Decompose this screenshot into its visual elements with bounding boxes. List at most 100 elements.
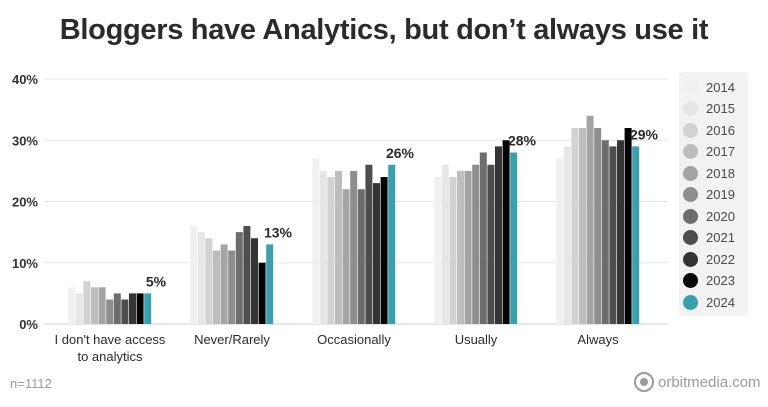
- bar: [243, 226, 251, 324]
- legend-label: 2019: [706, 187, 735, 202]
- legend-item: 2020: [683, 206, 735, 226]
- y-tick-label: 40%: [12, 72, 38, 87]
- legend-label: 2022: [706, 251, 735, 267]
- legend-label: 2024: [706, 294, 735, 310]
- bar: [228, 250, 236, 324]
- bar: [594, 128, 602, 324]
- legend-swatch: [683, 294, 698, 310]
- bar: [609, 146, 617, 324]
- bar: [434, 177, 442, 324]
- bar: [75, 293, 83, 324]
- bar: [579, 128, 586, 324]
- x-category-label: Usually: [455, 332, 498, 347]
- bar: [205, 238, 213, 324]
- data-label: 28%: [508, 133, 537, 149]
- bar: [632, 146, 640, 324]
- bar: [624, 128, 632, 324]
- legend-label: 2015: [706, 101, 735, 116]
- bar: [510, 152, 518, 324]
- y-tick-label: 30%: [12, 133, 38, 148]
- legend-item: 2019: [683, 185, 735, 205]
- legend-label: 2014: [706, 79, 735, 95]
- bar: [106, 299, 114, 324]
- bar: [457, 170, 464, 324]
- bar: [319, 170, 327, 324]
- bar: [571, 128, 579, 324]
- data-label: 26%: [386, 145, 415, 161]
- legend-item: 2016: [683, 120, 735, 140]
- bar: [220, 244, 228, 324]
- legend-swatch: [683, 273, 698, 288]
- bar: [556, 158, 564, 324]
- bar: [327, 177, 335, 324]
- x-category-label: Occasionally: [317, 332, 391, 347]
- bar: [83, 281, 91, 324]
- bar: [586, 115, 594, 324]
- x-category-label: to analytics: [77, 349, 143, 364]
- bar: [68, 287, 76, 324]
- legend-swatch: [683, 165, 698, 181]
- legend-swatch: [683, 230, 698, 245]
- bar: [144, 293, 152, 324]
- bar: [487, 164, 495, 324]
- bar: [235, 232, 243, 324]
- y-tick-label: 10%: [12, 256, 38, 271]
- legend-label: 2023: [706, 273, 735, 288]
- bar: [113, 293, 121, 324]
- y-tick-label: 0%: [19, 317, 38, 332]
- bar: [563, 146, 571, 324]
- bar: [121, 299, 129, 324]
- bar: [342, 189, 350, 324]
- bar: [495, 146, 502, 324]
- x-category-label: Always: [577, 332, 619, 347]
- bar: [449, 177, 457, 324]
- bar: [136, 293, 144, 324]
- legend-item: 2014: [683, 77, 735, 97]
- brand-text: orbitmedia.com: [658, 373, 761, 391]
- bar: [266, 244, 274, 324]
- legend-item: 2017: [683, 142, 735, 162]
- bar: [380, 177, 388, 324]
- orbit-logo-icon: [634, 372, 654, 392]
- bar: [312, 158, 320, 324]
- bar: [98, 287, 106, 324]
- bar: [601, 140, 609, 324]
- legend: 2014 2015 2016 2017 2018 2019 2020 2021 2022 2023…: [679, 72, 748, 316]
- bar: [472, 164, 480, 324]
- legend-label: 2017: [706, 144, 735, 159]
- legend-swatch: [683, 208, 698, 224]
- legend-swatch: [683, 79, 698, 95]
- legend-swatch: [683, 101, 698, 116]
- bar: [365, 164, 373, 324]
- x-category-label: Never/Rarely: [194, 332, 270, 347]
- bar: [190, 226, 198, 324]
- legend-item: 2018: [683, 163, 735, 183]
- legend-label: 2021: [706, 230, 735, 245]
- bar: [464, 170, 472, 324]
- legend-item: 2021: [683, 228, 735, 248]
- legend-label: 2018: [706, 165, 735, 181]
- legend-item: 2022: [683, 249, 735, 269]
- bar: [258, 262, 266, 324]
- bar: [251, 238, 258, 324]
- legend-item: 2023: [683, 271, 735, 291]
- legend-item: 2015: [683, 99, 735, 119]
- legend-item: 2024: [683, 292, 735, 312]
- bar: [617, 140, 624, 324]
- sample-size-note: n=1112: [10, 376, 52, 391]
- legend-swatch: [683, 144, 698, 159]
- y-tick-label: 20%: [12, 195, 38, 210]
- bar: [479, 152, 487, 324]
- bar: [91, 287, 98, 324]
- bar: [129, 293, 136, 324]
- bar: [373, 183, 380, 324]
- bar: [335, 170, 342, 324]
- legend-label: 2020: [706, 208, 735, 224]
- data-label: 5%: [146, 273, 167, 289]
- data-label: 13%: [264, 224, 293, 240]
- x-category-label: I don't have access: [55, 332, 166, 347]
- bar: [388, 164, 396, 324]
- legend-swatch: [683, 187, 698, 202]
- legend-swatch: [683, 122, 698, 138]
